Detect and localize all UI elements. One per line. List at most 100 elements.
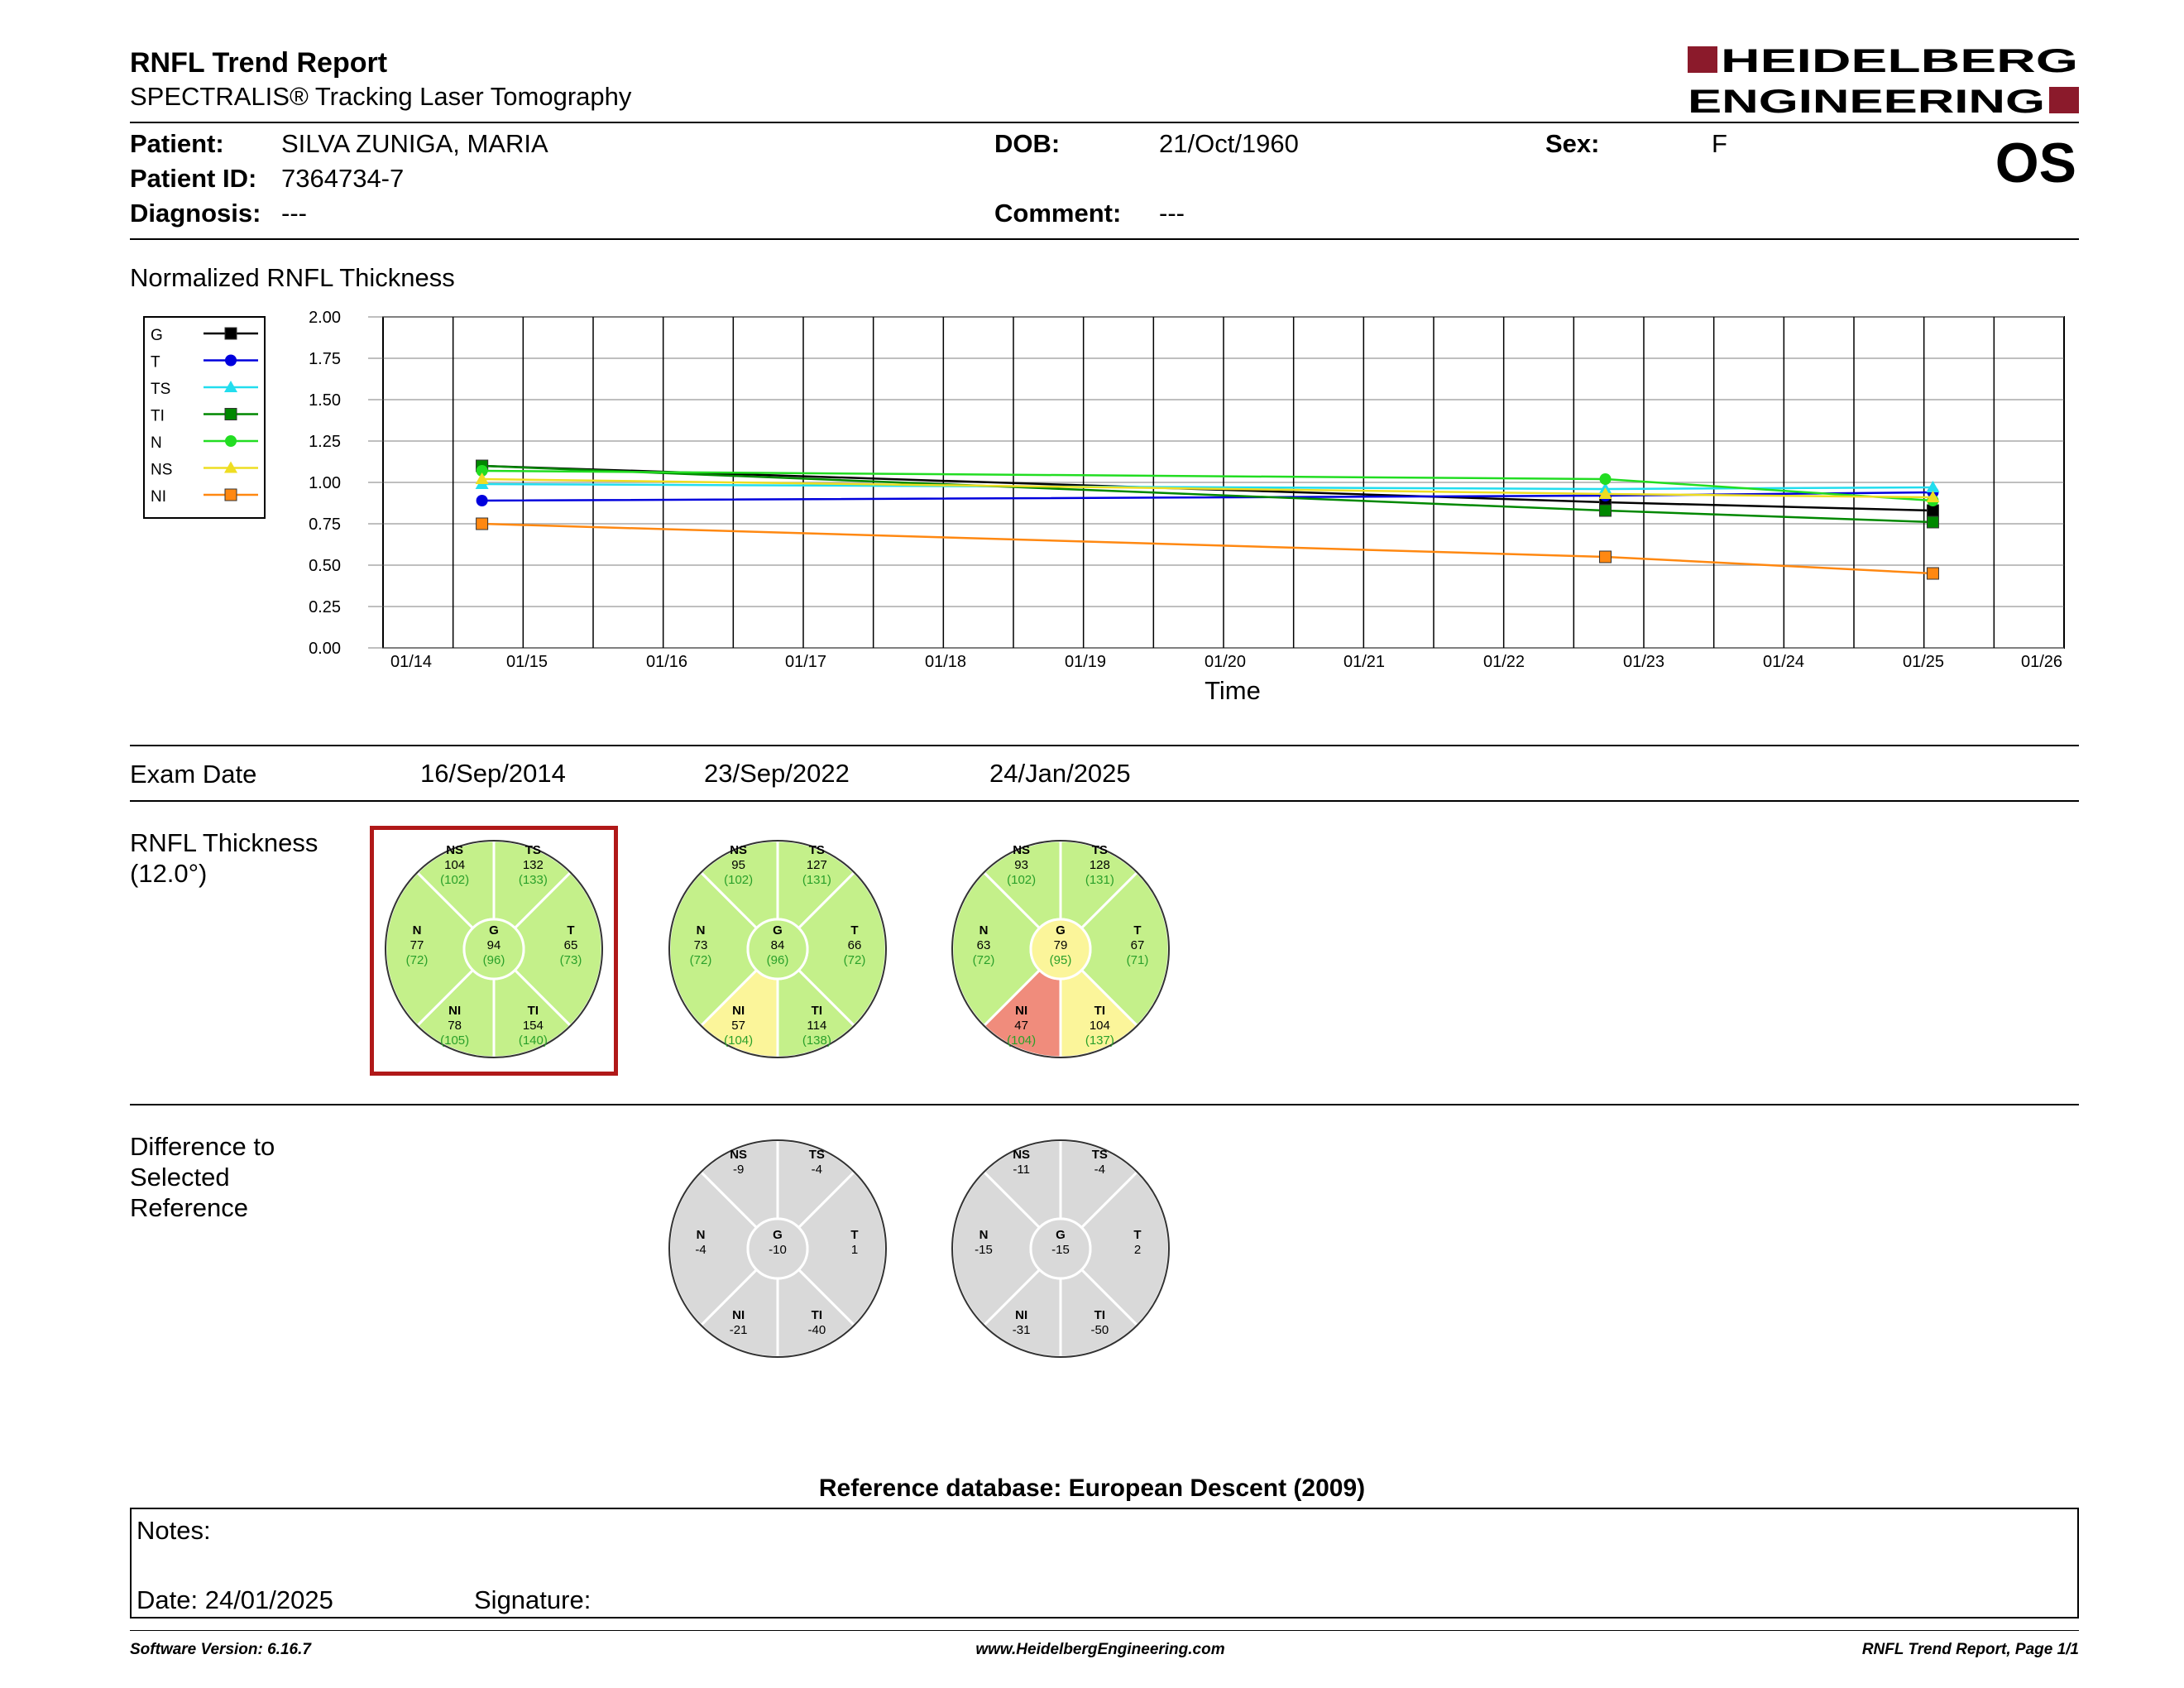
exam-date-3: 24/Jan/2025 — [989, 759, 1131, 788]
circle-outline — [951, 1139, 1170, 1358]
exam-date-label: Exam Date — [130, 760, 257, 789]
trend-chart: GT TS TI N NS NI 2.00 1.75 1.50 1.25 1.00 0.75 0.50… — [143, 309, 2065, 705]
sector-reference-ni: (105) — [440, 1033, 469, 1048]
selected-reference-frame[interactable] — [370, 826, 618, 1076]
data-point-ns — [1598, 487, 1612, 499]
sector-name-ni: NI — [448, 1004, 461, 1018]
data-point-t — [476, 495, 488, 506]
sector-g — [462, 918, 525, 981]
sector-reference-ti: (137) — [1085, 1033, 1114, 1048]
legend-label-ti: TI — [151, 408, 165, 425]
sector-name-ns: NS — [730, 843, 747, 857]
plot-series — [475, 459, 1940, 580]
data-point-ni — [476, 517, 489, 530]
sector-reference-ts: (133) — [519, 873, 548, 887]
sector-name-ts: TS — [809, 843, 825, 857]
sector-reference-g: (95) — [1050, 953, 1072, 967]
sector-name-g: G — [773, 1228, 783, 1242]
website-link[interactable]: www.HeidelbergEngineering.com — [975, 1641, 1225, 1658]
sector-name-ti: TI — [528, 1004, 539, 1018]
thickness-circle-2: NS95(102)TS127(131)N73(72)G84(96)T66(72)… — [668, 839, 888, 1059]
difference-divider — [130, 1104, 2079, 1105]
sector-value-n: -15 — [975, 1243, 993, 1257]
legend-label-ts: TS — [151, 381, 170, 398]
comment-label: Comment: — [994, 199, 1122, 228]
sector-value-ti: 154 — [523, 1019, 544, 1033]
sector-value-t: 65 — [564, 938, 578, 952]
sector-name-t: T — [567, 923, 574, 938]
logo-square-top — [1688, 46, 1717, 73]
sector-value-n: 73 — [694, 938, 708, 952]
sector-reference-g: (96) — [767, 953, 789, 967]
sector-value-g: 94 — [487, 938, 501, 952]
y-tick-label: 0.25 — [309, 598, 341, 616]
difference-label: Difference to Selected Reference — [130, 1131, 275, 1223]
diagnosis-label: Diagnosis: — [130, 199, 261, 228]
sector-name-ts: TS — [525, 843, 541, 857]
y-tick-label: 1.25 — [309, 433, 341, 451]
signature-label: Signature: — [474, 1585, 592, 1614]
sector-reference-ti: (140) — [519, 1033, 548, 1048]
sector-reference-t: (71) — [1127, 953, 1149, 967]
sector-value-t: 67 — [1131, 938, 1145, 952]
circle-outline — [668, 1139, 887, 1358]
y-tick-label: 1.00 — [309, 474, 341, 492]
dob-value: 21/Oct/1960 — [1159, 129, 1299, 158]
data-point-n — [1599, 473, 1612, 485]
sector-reference-t: (73) — [560, 953, 582, 967]
sector-name-ts: TS — [1092, 1148, 1108, 1162]
x-tick-label: 01/21 — [1343, 653, 1385, 671]
y-tick-label: 2.00 — [309, 309, 341, 327]
exam-divider-top — [130, 745, 2079, 746]
sector-name-t: T — [850, 923, 858, 938]
sector-value-ts: -4 — [1094, 1163, 1105, 1177]
sector-name-n: N — [979, 923, 989, 938]
x-tick-label: 01/17 — [785, 653, 826, 671]
rnfl-thickness-label-line1: RNFL Thickness — [130, 828, 318, 857]
sector-reference-ts: (131) — [1085, 873, 1114, 887]
rnfl-thickness-label-line2: (12.0°) — [130, 859, 208, 888]
report-subtitle: SPECTRALIS® Tracking Laser Tomography — [130, 82, 632, 111]
x-tick-label: 01/22 — [1483, 653, 1525, 671]
sector-value-ni: -21 — [730, 1323, 748, 1337]
sector-name-ni: NI — [732, 1004, 745, 1018]
sector-value-ns: 93 — [1014, 858, 1028, 872]
sector-value-ni: -31 — [1013, 1323, 1031, 1337]
sector-reference-t: (72) — [844, 953, 866, 967]
sector-reference-ns: (102) — [1007, 873, 1036, 887]
heidelberg-logo-graphic: HEIDELBERG ENGINEERING — [1688, 43, 2079, 120]
eye-label: OS — [1995, 132, 2076, 194]
sector-name-ti: TI — [1094, 1308, 1105, 1322]
legend-marker-ti — [224, 408, 237, 420]
sector-value-ti: -40 — [808, 1323, 826, 1337]
sector-value-ns: -9 — [733, 1163, 744, 1177]
x-tick-label: 01/24 — [1763, 653, 1804, 671]
sector-value-ts: 128 — [1090, 858, 1110, 872]
logo-square-bottom — [2049, 87, 2079, 113]
sector-value-g: -10 — [769, 1243, 787, 1257]
sector-g — [1029, 918, 1092, 981]
legend-marker-t — [225, 354, 237, 367]
sector-value-ni: 57 — [731, 1019, 745, 1033]
data-point-ti — [1926, 516, 1939, 529]
sector-name-n: N — [697, 1228, 706, 1242]
legend-frame — [143, 316, 266, 519]
sector-name-ns: NS — [1013, 843, 1030, 857]
x-tick-label: 01/15 — [506, 653, 548, 671]
sector-name-ni: NI — [1015, 1308, 1027, 1322]
difference-label-line1: Difference to — [130, 1132, 275, 1161]
legend-label-n: N — [151, 434, 162, 452]
y-tick-label: 0.50 — [309, 557, 341, 575]
sector-value-n: -4 — [695, 1243, 706, 1257]
sector-name-ti: TI — [1094, 1004, 1105, 1018]
heidelberg-logo: HEIDELBERG ENGINEERING — [1688, 43, 2081, 120]
sector-value-n: 63 — [977, 938, 991, 952]
sector-value-ns: 95 — [731, 858, 745, 872]
notes-box[interactable] — [130, 1508, 2079, 1618]
data-point-ts — [1926, 481, 1940, 492]
x-tick-labels: 01/14 01/15 01/16 01/17 01/18 01/19 01/20 01/21… — [390, 653, 2062, 671]
y-tick-label: 0.00 — [309, 640, 341, 658]
